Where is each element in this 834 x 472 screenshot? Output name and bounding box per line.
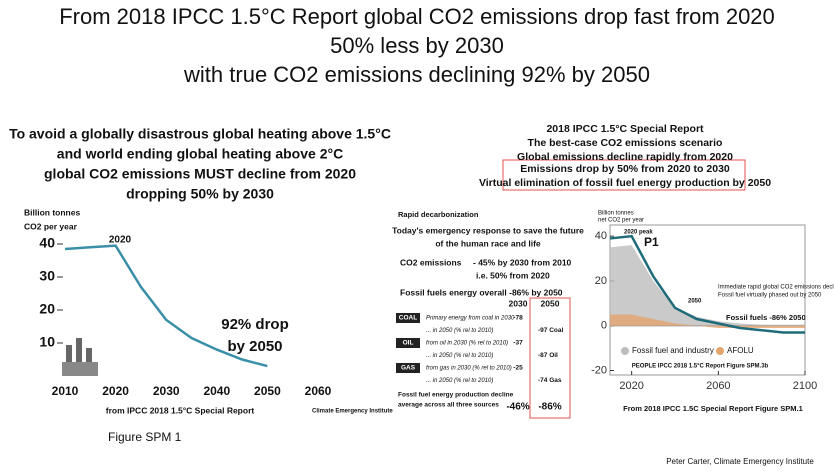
row-value: -25 <box>513 365 523 372</box>
middle-heading: Emissions drop by 50% from 2020 to 2030 <box>520 163 730 175</box>
panel-co2: - 45% by 2030 from 2010 <box>473 257 572 267</box>
y-tick-label: 30 <box>39 268 55 284</box>
y-label: net CO2 per year <box>598 218 644 224</box>
title-line: with true CO2 emissions declining 92% by… <box>183 62 650 87</box>
area <box>610 314 805 328</box>
row-text: Primary energy from coal in 2030 <box>426 316 515 322</box>
title-line: From 2018 IPCC 1.5°C Report global CO2 e… <box>59 4 775 29</box>
area <box>610 245 805 326</box>
row-text: ... in 2050 (% rel to 2010) <box>426 378 493 384</box>
panel-intro: Today's emergency response to save the f… <box>392 225 584 235</box>
annotation: by 2050 <box>227 338 282 355</box>
row-tag-bg <box>396 313 420 323</box>
panel-footer: Fossil fuel energy production decline <box>398 392 514 399</box>
x-tick-label: 2020 <box>619 380 643 392</box>
annotation: PEOPLE IPCC 2018 1.5°C Report Figure SPM… <box>632 364 769 370</box>
y-tick-label: 40 <box>595 230 607 242</box>
middle-heading: Global emissions decline rapidly from 20… <box>517 151 733 163</box>
annotation: 2050 <box>688 299 702 305</box>
panel-co2: CO2 emissions <box>400 257 462 267</box>
row-tag: OIL <box>403 340 414 347</box>
annotation: Fossil fuels -86% 2050 <box>726 313 806 322</box>
annotation: Immediate rapid global CO2 emissions dec… <box>718 285 834 291</box>
figure-label: Figure SPM 1 <box>108 430 182 444</box>
column-header: 2030 <box>509 298 528 308</box>
y-label: Billion tonnes <box>598 211 634 217</box>
left-heading: global CO2 emissions MUST decline from 2… <box>44 166 356 182</box>
panel-footer: average across all three sources <box>398 402 499 409</box>
annotation: 92% drop <box>221 316 289 333</box>
x-tick-label: 2030 <box>153 384 180 398</box>
row-value: -37 <box>513 340 523 347</box>
legend-swatch <box>716 347 724 355</box>
annotation: Fossil fuel virtually phased out by 2050 <box>718 293 822 299</box>
panel-total: -46% <box>506 402 529 413</box>
title-line: 50% less by 2030 <box>330 33 504 58</box>
legend-label: Fossil fuel and industry <box>632 346 714 355</box>
row-text: from oil in 2030 (% rel to 2010) <box>426 341 508 347</box>
line <box>609 234 805 334</box>
annotation: 2020 peak <box>624 230 653 236</box>
x-tick-label: 2040 <box>203 384 230 398</box>
x-tick-label: 2060 <box>706 380 730 392</box>
row-text: ... in 2050 (% rel to 2010) <box>426 353 493 359</box>
legend-swatch <box>621 347 629 355</box>
table-box <box>529 297 571 419</box>
legend-label: AFOLU <box>727 346 754 355</box>
row-text: from gas in 2030 (% rel to 2010) <box>426 366 512 372</box>
y-tick-label: 10 <box>39 334 55 350</box>
factory-icon <box>62 338 98 376</box>
row-value: -74 Gas <box>538 377 562 384</box>
left-heading: dropping 50% by 2030 <box>126 186 274 202</box>
annotation: P1 <box>644 235 659 249</box>
panel-intro: of the human race and life <box>435 238 541 248</box>
middle-heading: The best-case CO2 emissions scenario <box>528 137 723 149</box>
table: 2030 2050 COAL Primary energy from coal in … <box>396 298 563 384</box>
row-value: -97 Coal <box>538 327 563 334</box>
row-tag-bg <box>396 363 420 373</box>
y-tick-label: 0 <box>601 320 607 332</box>
y-tick-label: -20 <box>591 364 607 376</box>
x-tick-label: 2050 <box>254 384 281 398</box>
middle-heading: 2018 IPCC 1.5°C Special Report <box>546 123 704 135</box>
column-header: 2050 <box>541 298 560 308</box>
panel-total: -86% <box>538 402 561 413</box>
line <box>64 244 268 368</box>
credit: Climate Emergency Institute <box>312 409 393 415</box>
y-label: CO2 per year <box>24 221 78 231</box>
left-heading: To avoid a globally disastrous global he… <box>9 126 391 142</box>
y-tick-label: 40 <box>39 235 55 251</box>
middle-heading: Virtual elimination of fossil fuel energ… <box>479 177 771 189</box>
source: From 2018 IPCC 1.5C Special Report Figur… <box>623 404 803 413</box>
row-value: -87 Oil <box>538 352 558 359</box>
panel-fossil: Fossil fuels energy overall -86% by 2050 <box>400 287 563 297</box>
credit: Peter Carter, Climate Emergency Institut… <box>666 457 814 466</box>
row-text: ... in 2050 (% rel to 2010) <box>426 328 493 334</box>
source: from IPCC 2018 1.5°C Special Report <box>106 405 255 415</box>
left-heading: and world ending global heating above 2°… <box>57 146 343 162</box>
y-label: Billion tonnes <box>24 207 80 217</box>
y-tick-label: 20 <box>39 301 55 317</box>
row-tag-bg <box>396 338 420 348</box>
x-tick-label: 2010 <box>52 384 79 398</box>
annotation: 2020 <box>109 235 132 246</box>
y-tick-label: 20 <box>595 275 607 287</box>
row-value: -78 <box>513 315 523 322</box>
row-tag: COAL <box>399 315 417 322</box>
x-tick-label: 2020 <box>102 384 129 398</box>
panel-header: Rapid decarbonization <box>398 210 479 219</box>
x-tick-label: 2060 <box>305 384 332 398</box>
highlight-box <box>502 159 746 191</box>
panel-co2: i.e. 50% from 2020 <box>476 270 550 280</box>
x-tick-label: 2100 <box>793 380 817 392</box>
row-tag: GAS <box>401 365 416 372</box>
